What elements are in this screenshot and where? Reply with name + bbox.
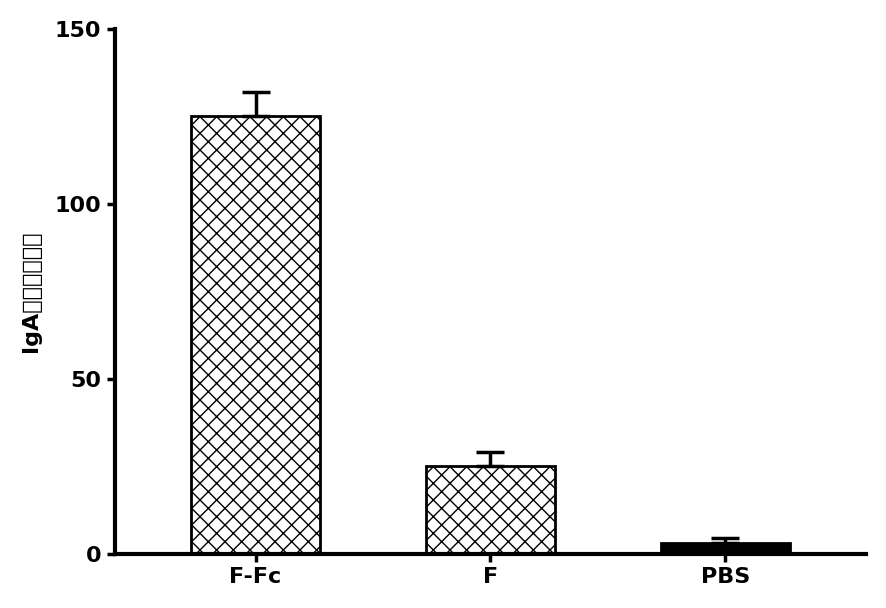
- Bar: [190, 116, 320, 554]
- Bar: [425, 466, 555, 554]
- Bar: [660, 544, 789, 554]
- Y-axis label: IgA滴度（唤液）: IgA滴度（唤液）: [20, 230, 41, 352]
